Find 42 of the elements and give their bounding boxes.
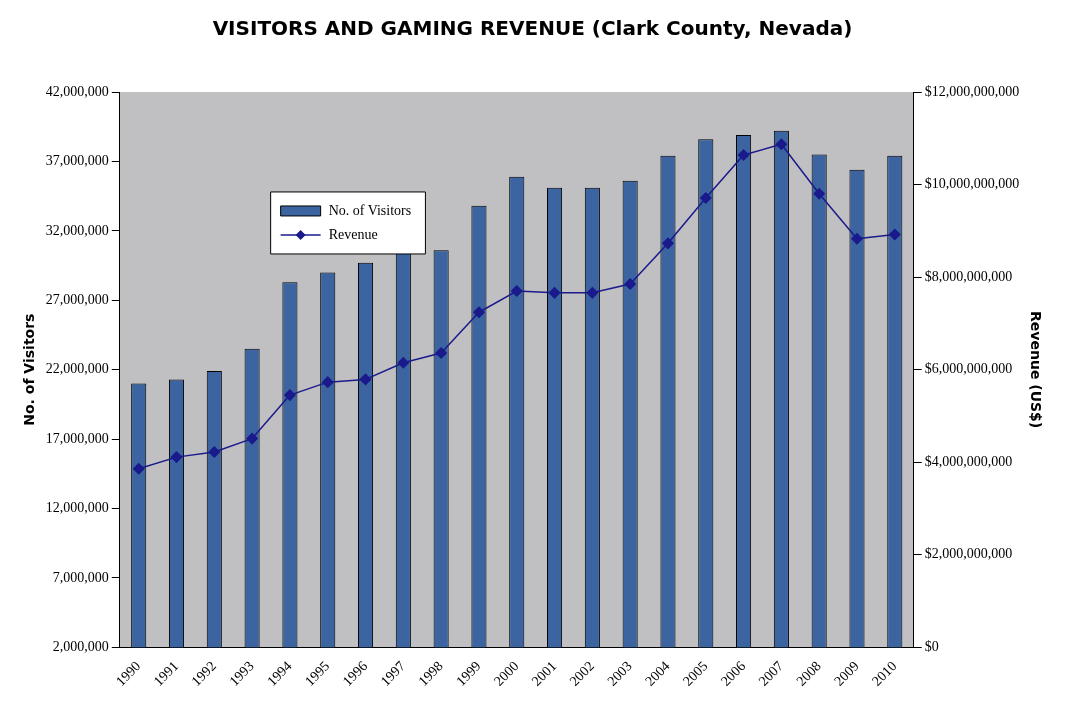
y2-tick-label: $12,000,000,000 <box>924 83 1020 99</box>
y-tick-label: 42,000,000 <box>45 83 109 99</box>
point <box>813 188 825 200</box>
y2-tick-label: $4,000,000,000 <box>924 453 1013 469</box>
point <box>511 285 523 297</box>
point <box>170 451 183 463</box>
point <box>246 432 258 445</box>
point <box>397 356 410 369</box>
y2-tick-label: $8,000,000,000 <box>924 268 1013 284</box>
point <box>473 306 485 319</box>
point <box>624 278 636 290</box>
point <box>548 287 561 299</box>
y-tick-label: 27,000,000 <box>45 291 109 307</box>
y2-tick-label: $2,000,000,000 <box>924 546 1013 562</box>
point <box>435 347 447 359</box>
y2-tick-label: $10,000,000,000 <box>924 176 1020 192</box>
y2-tick-label: $6,000,000,000 <box>924 361 1013 377</box>
y-tick-label: 32,000,000 <box>45 222 109 238</box>
point <box>132 462 145 475</box>
y-tick-label: 22,000,000 <box>45 361 109 377</box>
y-tick-label: 17,000,000 <box>45 430 109 446</box>
point <box>359 373 372 386</box>
y-tick-label: 7,000,000 <box>52 569 109 585</box>
point <box>737 149 750 161</box>
point <box>321 376 334 388</box>
y2-tick-label: $0 <box>924 638 939 654</box>
y-tick-label: 37,000,000 <box>45 153 109 169</box>
y-tick-label: 12,000,000 <box>45 500 109 516</box>
y-axis-title: No. of Visitors <box>21 313 38 426</box>
point <box>284 389 296 401</box>
legend-label: No. of Visitors <box>328 202 412 218</box>
y2-axis-title: Revenue (US$) <box>1027 311 1044 429</box>
legend-label: Revenue <box>328 226 378 242</box>
point <box>889 228 901 241</box>
point <box>586 287 599 299</box>
point <box>662 237 674 250</box>
y-tick-label: 2,000,000 <box>52 638 109 654</box>
point <box>700 192 712 204</box>
point <box>775 138 788 151</box>
point <box>851 232 863 245</box>
chart-title: VISITORS AND GAMING REVENUE (Clark County, Nevada) <box>212 16 853 41</box>
point <box>208 446 221 458</box>
